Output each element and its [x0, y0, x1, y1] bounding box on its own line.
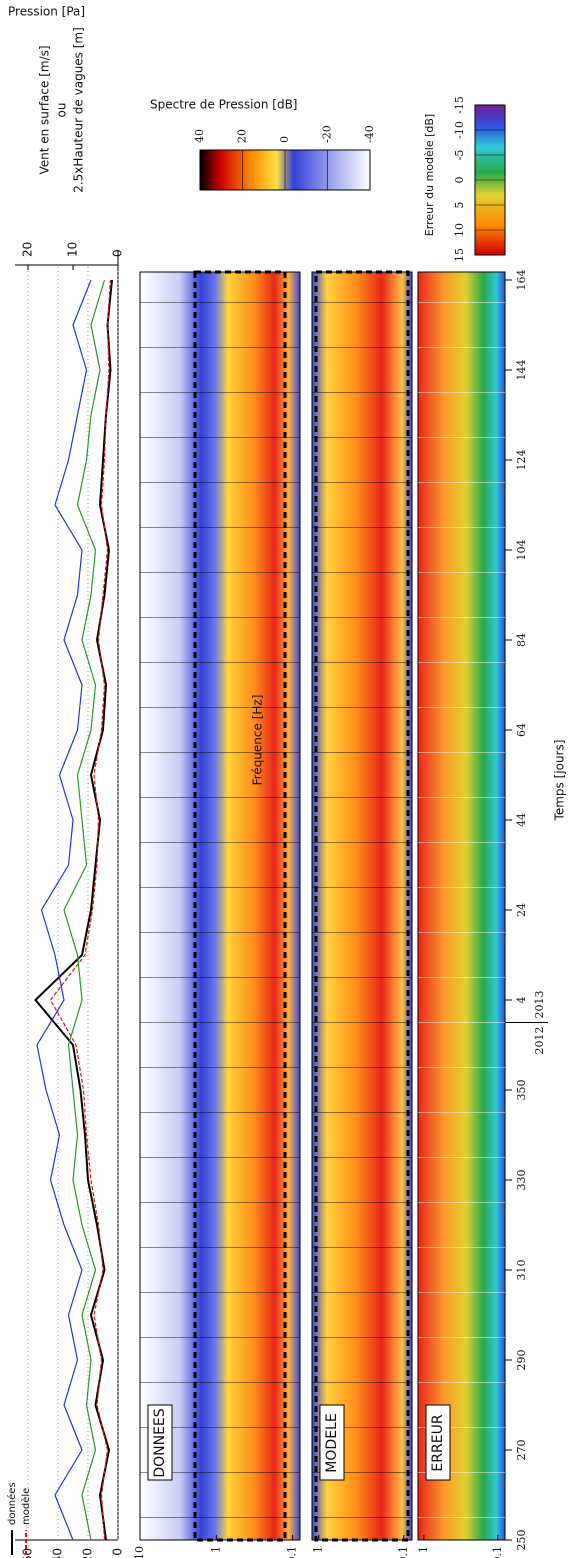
y2-label: Vent en surface [m/s] — [38, 45, 52, 174]
colorbar-tick-label: -40 — [363, 125, 376, 143]
year-label: 2013 — [533, 991, 546, 1019]
colorbar-tick-label: 10 — [453, 223, 466, 237]
y2-tick-label: 10 — [66, 242, 80, 257]
colorbar-tick-label: 0 — [453, 177, 466, 184]
spectrogram — [417, 271, 506, 1541]
freq-tick-label: 1 — [417, 1546, 430, 1553]
legend-label: modèle — [20, 1488, 32, 1525]
freq-tick-label: 1 — [209, 1546, 222, 1553]
freq-tick-label: 0.1 — [397, 1546, 410, 1558]
y-tick-label: 0 — [111, 1548, 125, 1556]
colorbar-tick-label: -5 — [453, 150, 466, 161]
x-label: Temps [jours] — [553, 740, 567, 822]
panel-label: MODELE — [324, 1413, 340, 1472]
colorbar-tick-label: 40 — [193, 129, 206, 143]
colorbar-tick-label: -20 — [321, 125, 334, 143]
x-tick-label: 350 — [515, 1080, 528, 1101]
spectrogram — [311, 271, 413, 1541]
y-tick-label: 20 — [81, 1548, 95, 1558]
x-tick-label: 4 — [515, 997, 528, 1004]
x-tick-label: 270 — [515, 1440, 528, 1461]
dashed-box — [193, 270, 287, 1542]
pressure-label: Pression [Pa] — [8, 5, 85, 19]
colorbar-tick-label: -10 — [453, 121, 466, 139]
spectrogram — [139, 271, 301, 1541]
y-tick-label: 60 — [21, 1548, 35, 1558]
y-tick-label: 40 — [51, 1548, 65, 1558]
colorbar-tick-label: 0 — [278, 136, 291, 143]
series-line — [36, 279, 92, 1541]
legend-label: données — [6, 1482, 18, 1525]
x-tick-label: 84 — [515, 633, 528, 647]
freq-tick-label: 0.1 — [286, 1546, 299, 1558]
freq-tick-label: 1 — [312, 1546, 325, 1553]
freq-tick-label: 0.1 — [491, 1546, 504, 1558]
y2-tick-label: 0 — [111, 249, 125, 257]
freq-tick-label: 10 — [133, 1546, 146, 1558]
y2-label: 2.5xHauteur de vagues [m] — [72, 27, 86, 193]
y2-label: ou — [55, 103, 69, 118]
colorbar-tick-label: -15 — [453, 96, 466, 114]
series-line — [63, 279, 106, 1541]
colorbar-tick-label: 15 — [453, 248, 466, 262]
y2-tick-label: 20 — [21, 242, 35, 257]
x-tick-label: 104 — [515, 540, 528, 561]
colorbar-tick-label: 20 — [236, 129, 249, 143]
colorbar-title: Spectre de Pression [dB] — [150, 98, 298, 112]
panel-label: DONNEES — [152, 1408, 168, 1477]
x-tick-label: 164 — [515, 270, 528, 291]
year-label: 2012 — [533, 1027, 546, 1055]
panel-label: ERREUR — [430, 1414, 446, 1471]
panel-label-box — [425, 1404, 451, 1481]
x-tick-label: 64 — [515, 723, 528, 737]
x-tick-label: 290 — [515, 1350, 528, 1371]
series-line — [49, 279, 112, 1541]
colorbar-title: Erreur du modèle [dB] — [423, 114, 436, 236]
x-tick-label: 250 — [515, 1530, 528, 1551]
panel-label-box — [147, 1404, 173, 1481]
x-tick-label: 44 — [515, 813, 528, 827]
freq-label: Fréquence [Hz] — [251, 695, 265, 786]
dashed-box — [314, 270, 410, 1542]
panel-label-box — [319, 1404, 345, 1481]
x-tick-label: 310 — [515, 1260, 528, 1281]
x-tick-label: 124 — [515, 450, 528, 471]
series-line — [34, 279, 113, 1541]
colorbar-tick-label: 5 — [453, 202, 466, 209]
x-tick-label: 24 — [515, 903, 528, 917]
x-tick-label: 330 — [515, 1170, 528, 1191]
x-tick-label: 144 — [515, 360, 528, 381]
